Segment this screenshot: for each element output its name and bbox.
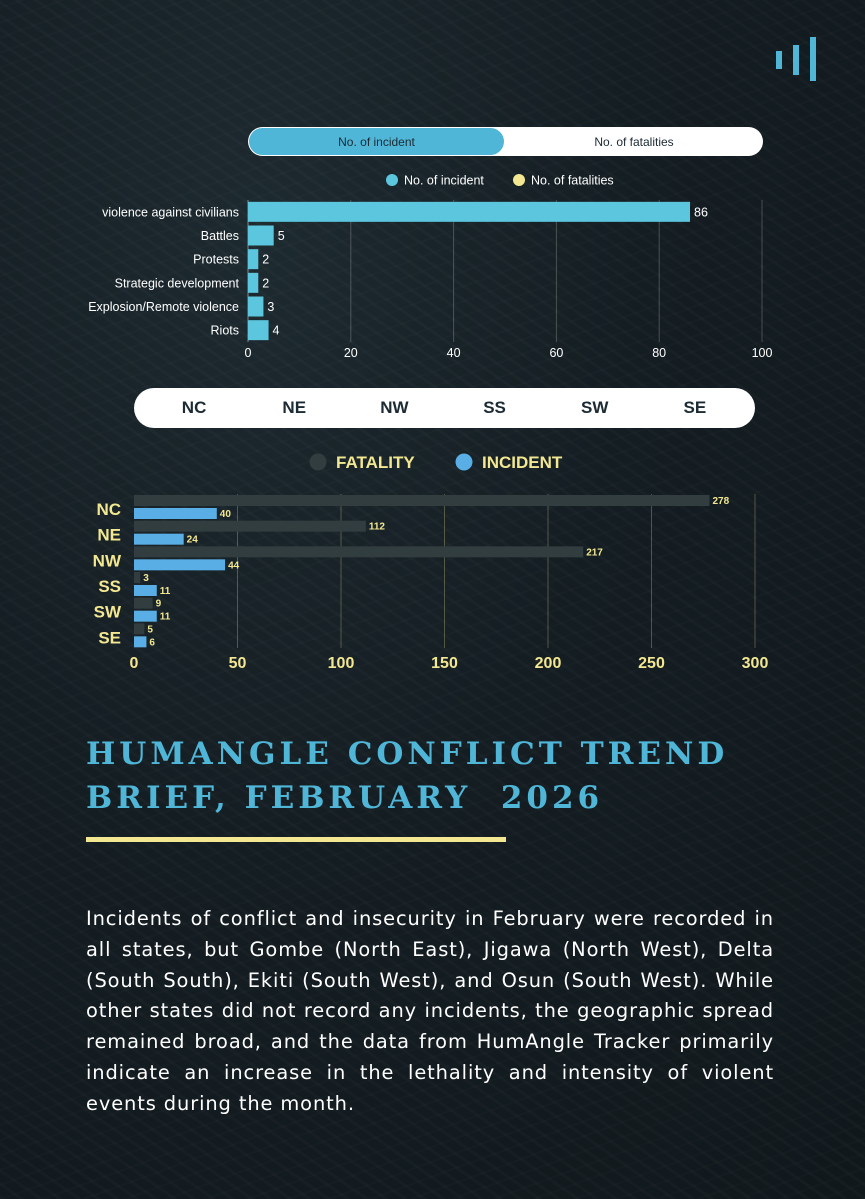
region-tab-bar: NC NE NW SS SW SE [134, 388, 755, 428]
bar-0 [248, 201, 691, 222]
value-fatality-ne: 112 [369, 522, 386, 533]
tab-nc[interactable]: NC [181, 398, 207, 417]
bar-incident-nw [134, 559, 226, 571]
x-tick-0: 0 [130, 655, 139, 672]
region-label-nc: NC [96, 500, 121, 519]
x-tick-3: 150 [431, 655, 458, 672]
metric-toggle[interactable]: No. of incident No. of fatalities [248, 127, 763, 156]
tab-nw[interactable]: NW [380, 398, 409, 417]
bar-3 [248, 272, 259, 293]
bar-incident-ss [134, 585, 157, 596]
region-label-ss: SS [98, 577, 121, 596]
value-fatality-se: 5 [147, 624, 153, 635]
x-tick-4: 200 [535, 655, 562, 672]
category-label-5: Riots [211, 324, 239, 338]
legend-label-fatality: FATALITY [336, 453, 415, 472]
bar-incident-sw [134, 610, 157, 622]
x-tick-0: 0 [245, 346, 252, 360]
bar-fatality-nc [134, 495, 710, 506]
tab-sw[interactable]: SW [581, 398, 609, 417]
body-paragraph: Incidents of conflict and insecurity in … [86, 907, 774, 1115]
region-label-ne: NE [97, 526, 121, 545]
region-label-nw: NW [93, 551, 122, 570]
legend-label-0: No. of incident [404, 174, 484, 188]
page-title: HUMANGLE CONFLICT TREND BRIEF, FEBRUARY … [86, 732, 786, 820]
title-line-1: HUMANGLE CONFLICT TREND [86, 736, 729, 772]
value-fatality-ss: 3 [143, 573, 149, 584]
bar-value-5: 4 [273, 324, 280, 338]
bar-fatality-nw [134, 546, 584, 558]
title-line-2: BRIEF, FEBRUARY 2026 [86, 780, 604, 816]
tab-ss[interactable]: SS [483, 398, 506, 417]
value-fatality-nw: 217 [586, 547, 603, 558]
region-bar-chart: FATALITY INCIDENT 0 50 100 150 200 250 300 NC 278 4… [93, 453, 769, 672]
toggle-fatalities[interactable]: No. of fatalities [594, 134, 674, 149]
legend-dot-0 [386, 174, 398, 186]
legend-dot-1 [513, 174, 525, 186]
humangle-logo-icon [776, 37, 820, 81]
value-incident-sw: 11 [160, 612, 171, 623]
x-tick-5: 100 [752, 346, 773, 360]
category-label-3: Strategic development [115, 276, 240, 290]
value-incident-nw: 44 [228, 560, 240, 571]
bar-fatality-se [134, 623, 145, 635]
bar-value-1: 5 [278, 229, 285, 243]
x-tick-2: 40 [447, 346, 461, 360]
tab-ne[interactable]: NE [282, 398, 307, 417]
legend-dot-fatality [309, 453, 327, 471]
x-tick-5: 250 [638, 655, 665, 672]
legend-dot-incident [455, 453, 473, 471]
title-underline [86, 837, 506, 842]
legend-label-incident: INCIDENT [482, 453, 563, 472]
bar-4 [248, 296, 264, 317]
region-label-se: SE [98, 628, 121, 647]
tab-se[interactable]: SE [683, 398, 707, 417]
bar-fatality-sw [134, 597, 153, 609]
x-tick-3: 60 [549, 346, 563, 360]
value-fatality-sw: 9 [156, 599, 162, 610]
bar-fatality-ss [134, 572, 141, 583]
bar-value-2: 2 [262, 253, 269, 267]
value-incident-ne: 24 [187, 535, 199, 546]
category-label-2: Protests [193, 253, 239, 267]
value-incident-ss: 11 [160, 586, 171, 597]
bar-value-0: 86 [694, 205, 708, 219]
category-label-0: violence against civilians [102, 205, 239, 219]
x-tick-2: 100 [328, 655, 355, 672]
bar-5 [248, 320, 269, 341]
event-type-bar-chart: No. of incident No. of fatalities 0 20 40 60 8… [88, 174, 773, 361]
bar-incident-ne [134, 533, 184, 545]
bar-2 [248, 249, 259, 270]
x-tick-4: 80 [652, 346, 666, 360]
x-tick-1: 50 [229, 655, 247, 672]
bar-value-4: 3 [267, 300, 274, 314]
category-label-4: Explosion/Remote violence [88, 300, 239, 314]
bar-incident-se [134, 636, 147, 648]
value-incident-nc: 40 [220, 509, 232, 520]
category-label-1: Battles [201, 229, 239, 243]
bar-fatality-ne [134, 520, 366, 532]
bar-value-3: 2 [262, 276, 269, 290]
value-incident-se: 6 [149, 637, 155, 648]
x-tick-1: 20 [344, 346, 358, 360]
toggle-incident[interactable]: No. of incident [249, 128, 504, 155]
region-label-sw: SW [94, 603, 122, 622]
bar-incident-nc [134, 508, 217, 519]
bar-1 [248, 225, 274, 246]
x-tick-6: 300 [742, 655, 769, 672]
legend-label-1: No. of fatalities [531, 174, 614, 188]
value-fatality-nc: 278 [712, 496, 729, 507]
